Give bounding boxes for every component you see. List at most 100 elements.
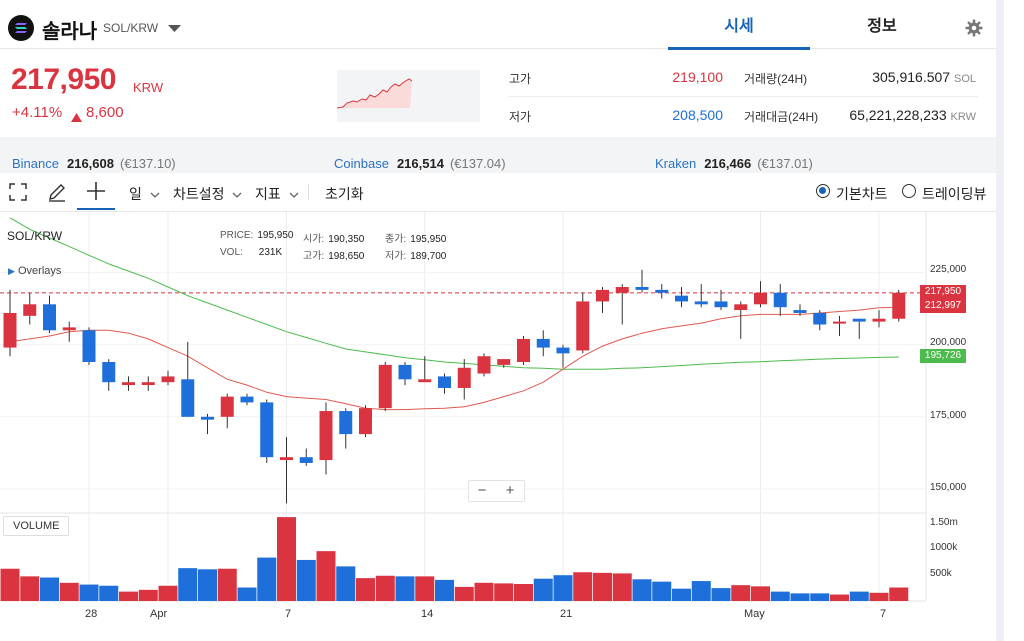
candle-body (299, 457, 313, 463)
volume-bar (612, 573, 632, 601)
volume-bar (711, 588, 731, 601)
volume-bar (415, 576, 435, 601)
price-unit: KRW (133, 80, 164, 95)
legend-key: 종가: (385, 234, 407, 245)
date-axis-tick: 28 (85, 608, 98, 620)
candle-body (102, 362, 116, 383)
volume-bar (138, 589, 158, 601)
gear-icon[interactable] (965, 19, 983, 42)
volume-bar (731, 585, 751, 601)
legend-high: 고가: 198,650 (303, 247, 364, 262)
date-axis-tick: 7 (880, 608, 887, 620)
legend-key: VOL: (220, 247, 243, 258)
pencil-icon[interactable] (47, 182, 67, 207)
candle-body (714, 301, 728, 308)
solana-logo-icon (8, 15, 34, 41)
price-axis-tick: 200,000 (930, 337, 967, 348)
volume-bar (40, 577, 59, 601)
candle-body (497, 359, 511, 365)
exchange-kraken: Kraken 216,466 (€137.01) (655, 156, 813, 171)
candle-body (181, 379, 195, 417)
candle-body (477, 356, 491, 374)
candle-body (734, 304, 748, 311)
tradingview-radio[interactable] (902, 184, 916, 198)
volume-bar (316, 551, 336, 601)
volume-bar (336, 566, 356, 601)
volume-bar (672, 588, 691, 601)
indicators-menu[interactable]: 지표 (255, 184, 299, 204)
volume-bar (198, 569, 217, 601)
basic-chart-radio[interactable] (816, 184, 830, 198)
volume-bar (751, 586, 770, 601)
amount-unit: KRW (950, 111, 976, 123)
candle-body (23, 304, 37, 316)
candlestick-chart[interactable] (0, 212, 996, 641)
volume-bar (454, 586, 474, 601)
exchange-name: Binance (12, 156, 59, 171)
amount-label: 거래대금(24H) (744, 110, 819, 124)
volume-bar (790, 593, 810, 601)
exchange-price: 216,608 (66, 156, 114, 171)
crosshair-tool[interactable] (77, 173, 115, 210)
chevron-down-icon (289, 192, 299, 199)
candle-body (536, 338, 550, 348)
exchange-name: Kraken (655, 156, 697, 171)
volume-bar (217, 568, 237, 601)
candle-body (319, 411, 333, 461)
header: 솔라나 SOL/KRW 시세 정보 (0, 6, 996, 50)
tradingview-label[interactable]: 트레이딩뷰 (922, 186, 987, 202)
date-axis-tick: 7 (285, 608, 292, 620)
volume-bar (257, 557, 277, 601)
tab-info[interactable]: 정보 (867, 18, 897, 35)
high-value: 219,100 (672, 69, 723, 85)
volume-bar (356, 578, 375, 601)
legend-key: 시가: (303, 234, 325, 245)
candle-body (517, 338, 530, 362)
volume-bar (593, 572, 612, 601)
volume-axis-tick: 1.50m (930, 517, 958, 528)
candle-body (398, 364, 412, 380)
low-value: 208,500 (672, 107, 723, 123)
candle-body (339, 411, 353, 435)
candle-body (220, 396, 234, 417)
legend-value: 195,950 (410, 234, 447, 245)
coin-name: 솔라나 (42, 21, 98, 43)
ma-long-line (9, 217, 899, 370)
fullscreen-icon[interactable] (9, 183, 27, 206)
ma-long-tag: 195,726 (920, 349, 966, 363)
volume-bar (79, 584, 99, 601)
indicators-label: 지표 (255, 186, 281, 202)
interval-select[interactable]: 일 (129, 184, 160, 204)
volume-bar (533, 578, 553, 601)
play-icon: ▶ (8, 266, 15, 276)
exchange-coinbase: Coinbase 216,514 (€137.04) (334, 156, 506, 171)
side-panel-edge (1004, 0, 1024, 641)
volume-axis-tick: 1000k (930, 542, 958, 553)
overlays-toggle[interactable]: ▶ Overlays (8, 265, 61, 277)
candle-body (556, 347, 570, 354)
candle-body (852, 318, 866, 322)
volume-bar (395, 576, 415, 601)
reset-button[interactable]: 초기화 (325, 186, 364, 202)
volume-bar (178, 568, 198, 601)
candle-body (82, 330, 96, 362)
zoom-out-button[interactable]: − (477, 482, 487, 499)
exchange-name: Coinbase (334, 156, 389, 171)
mini-price-chart (336, 70, 480, 122)
volume-bar (435, 579, 454, 601)
volume-bar (277, 517, 296, 601)
price-axis-tick: 225,000 (930, 264, 967, 275)
volume-bar (652, 581, 672, 601)
volume-bar (553, 575, 573, 601)
candle-body (418, 379, 432, 383)
zoom-in-button[interactable]: + (505, 482, 515, 499)
basic-chart-label[interactable]: 기본차트 (836, 186, 888, 202)
coin-dropdown-icon[interactable] (168, 20, 182, 38)
tab-price[interactable]: 시세 (668, 6, 810, 50)
legend-value: 190,350 (328, 234, 365, 245)
candle-body (3, 312, 17, 348)
chart-settings-menu[interactable]: 차트설정 (173, 184, 242, 204)
volume-unit: SOL (953, 73, 976, 85)
volume-bar (20, 576, 40, 601)
legend-value: 195,950 (257, 230, 294, 241)
